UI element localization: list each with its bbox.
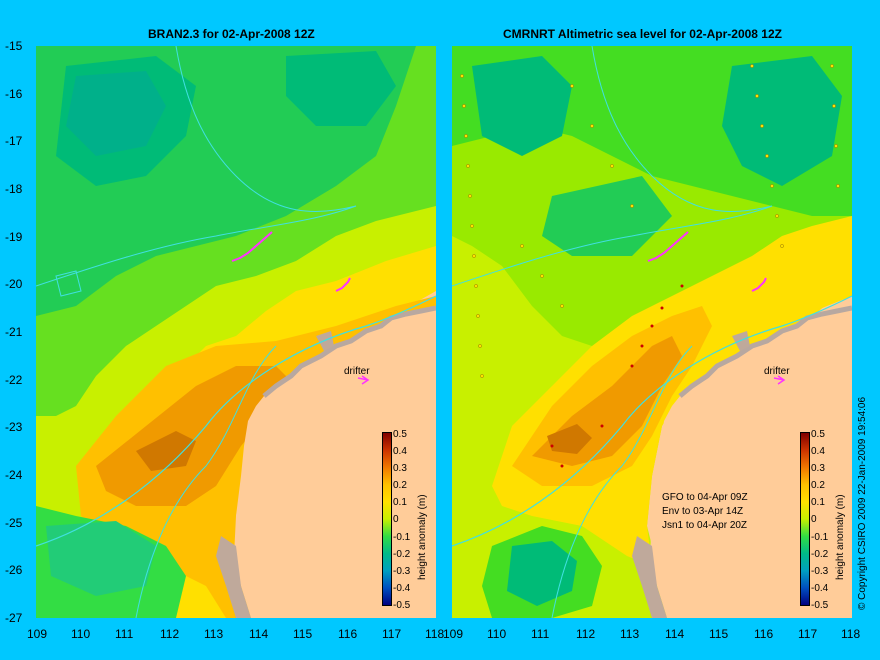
left-colorbar-label: height anomaly (m) bbox=[417, 494, 428, 580]
colorbar-tick: -0.3 bbox=[811, 566, 829, 577]
colorbar-tick: -0.5 bbox=[393, 600, 411, 611]
colorbar-tick: -0.5 bbox=[811, 600, 829, 611]
y-tick-label: -20 bbox=[5, 277, 23, 291]
colorbar-tick: -0.1 bbox=[393, 532, 411, 543]
y-tick-label: -16 bbox=[5, 87, 23, 101]
x-tick-label: 117 bbox=[382, 627, 402, 641]
colorbar-tick: 0.5 bbox=[393, 429, 407, 440]
x-tick-label: 110 bbox=[71, 627, 91, 641]
y-tick-label: -15 bbox=[5, 39, 23, 53]
right-colorbar bbox=[800, 432, 810, 606]
left-map-panel: drifter height anomaly (m) bbox=[36, 46, 436, 618]
right-colorbar-label: height anomaly (m) bbox=[835, 494, 846, 580]
y-tick-label: -21 bbox=[5, 325, 23, 339]
y-tick-label: -19 bbox=[5, 230, 23, 244]
left-drifter-label: drifter bbox=[344, 366, 370, 377]
colorbar-tick: 0.4 bbox=[811, 446, 825, 457]
x-tick-label: 115 bbox=[293, 627, 313, 641]
x-tick-label: 116 bbox=[338, 627, 358, 641]
y-tick-label: -18 bbox=[5, 182, 23, 196]
x-tick-label: 111 bbox=[115, 627, 134, 641]
colorbar-tick: 0 bbox=[811, 514, 817, 525]
colorbar-tick: 0.1 bbox=[393, 497, 407, 508]
x-tick-label: 117 bbox=[798, 627, 818, 641]
right-drifter-label: drifter bbox=[764, 366, 790, 377]
colorbar-tick: -0.2 bbox=[811, 549, 829, 560]
x-tick-label: 115 bbox=[709, 627, 729, 641]
x-tick-label: 112 bbox=[160, 627, 180, 641]
y-tick-label: -24 bbox=[5, 468, 23, 482]
y-tick-label: -22 bbox=[5, 373, 23, 387]
x-tick-label: 118 bbox=[841, 627, 861, 641]
copyright-notice: © Copyright CSIRO 2009 22-Jan-2009 19:54… bbox=[857, 396, 868, 610]
colorbar-tick: -0.4 bbox=[393, 583, 411, 594]
left-panel-title: BRAN2.3 for 02-Apr-2008 12Z bbox=[148, 27, 315, 41]
x-tick-label: 112 bbox=[576, 627, 596, 641]
y-tick-label: -26 bbox=[5, 563, 23, 577]
x-tick-label: 114 bbox=[665, 627, 685, 641]
x-tick-label: 113 bbox=[204, 627, 224, 641]
x-tick-label: 116 bbox=[754, 627, 774, 641]
colorbar-tick: 0.3 bbox=[811, 463, 825, 474]
colorbar-tick: -0.4 bbox=[811, 583, 829, 594]
colorbar-tick: -0.3 bbox=[393, 566, 411, 577]
y-tick-label: -27 bbox=[5, 611, 23, 625]
x-tick-label: 109 bbox=[27, 627, 48, 641]
x-tick-label: 118 bbox=[425, 627, 445, 641]
x-tick-label: 114 bbox=[249, 627, 269, 641]
colorbar-tick: 0 bbox=[393, 514, 399, 525]
y-tick-label: -23 bbox=[5, 420, 23, 434]
x-tick-label: 113 bbox=[620, 627, 640, 641]
left-map-graphic bbox=[36, 46, 436, 618]
colorbar-tick: 0.2 bbox=[811, 480, 825, 491]
colorbar-tick: -0.1 bbox=[811, 532, 829, 543]
y-tick-label: -17 bbox=[5, 134, 23, 148]
x-tick-label: 109 bbox=[443, 627, 464, 641]
colorbar-tick: -0.2 bbox=[393, 549, 411, 560]
x-tick-label: 111 bbox=[531, 627, 550, 641]
colorbar-tick: 0.1 bbox=[811, 497, 825, 508]
info-line-gfo: GFO to 04-Apr 09Z bbox=[662, 492, 748, 503]
right-map-graphic bbox=[452, 46, 852, 618]
left-colorbar bbox=[382, 432, 392, 606]
right-panel-title: CMRNRT Altimetric sea level for 02-Apr-2… bbox=[503, 27, 782, 41]
right-map-panel: drifter GFO to 04-Apr 09Z Env to 03-Apr … bbox=[452, 46, 852, 618]
colorbar-tick: 0.5 bbox=[811, 429, 825, 440]
info-line-env: Env to 03-Apr 14Z bbox=[662, 506, 744, 517]
y-tick-label: -25 bbox=[5, 516, 23, 530]
x-tick-label: 110 bbox=[487, 627, 507, 641]
info-line-jsn1: Jsn1 to 04-Apr 20Z bbox=[662, 520, 748, 531]
colorbar-tick: 0.4 bbox=[393, 446, 407, 457]
colorbar-tick: 0.3 bbox=[393, 463, 407, 474]
colorbar-tick: 0.2 bbox=[393, 480, 407, 491]
